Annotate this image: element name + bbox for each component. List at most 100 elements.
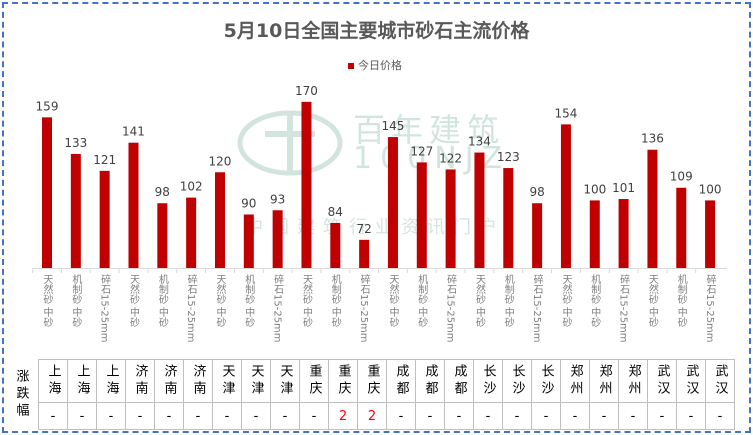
data-label: 127 bbox=[410, 144, 433, 158]
city-cell: 济南 bbox=[125, 359, 155, 403]
change-cell: - bbox=[560, 402, 590, 430]
city-cell: 济南 bbox=[183, 359, 213, 403]
city-cell: 成都 bbox=[444, 359, 474, 403]
category-label: 机制砂 中砂 bbox=[329, 274, 341, 328]
change-cell: - bbox=[212, 402, 242, 430]
data-label: 109 bbox=[670, 170, 693, 184]
city-cell: 上海 bbox=[67, 359, 97, 403]
bar bbox=[387, 137, 398, 268]
change-cell: - bbox=[386, 402, 416, 430]
city-cell: 郑州 bbox=[618, 359, 648, 403]
change-cell: - bbox=[502, 402, 532, 430]
bar bbox=[330, 222, 341, 268]
category-label: 机制砂 中砂 bbox=[415, 274, 427, 328]
change-cell: - bbox=[589, 402, 619, 430]
bar bbox=[676, 187, 687, 268]
data-label: 72 bbox=[356, 222, 371, 236]
bar bbox=[416, 162, 427, 268]
city-cell: 成都 bbox=[386, 359, 416, 403]
change-table: 涨跌幅 上海 上海 上海 济南 济南 济南 天津 天津 天津 重庆 重庆 重庆 成都 成都 成都 长沙 长沙 长沙郑… bbox=[4, 359, 735, 430]
change-cell: - bbox=[270, 402, 300, 430]
data-label: 134 bbox=[468, 135, 491, 149]
legend: 今日价格 bbox=[348, 57, 402, 73]
data-label: 121 bbox=[93, 153, 116, 167]
data-label: 102 bbox=[180, 180, 203, 194]
data-label: 93 bbox=[270, 192, 285, 206]
category-label: 碎石15-25mm bbox=[98, 274, 110, 343]
change-cell: - bbox=[299, 402, 329, 430]
bar bbox=[503, 168, 514, 268]
bar bbox=[647, 149, 658, 268]
city-cell: 成都 bbox=[415, 359, 445, 403]
category-label: 机制砂 中砂 bbox=[588, 274, 600, 328]
change-cell: - bbox=[618, 402, 648, 430]
city-cell: 济南 bbox=[154, 359, 184, 403]
data-label: 98 bbox=[155, 185, 170, 199]
category-label: 机制砂 中砂 bbox=[242, 274, 254, 328]
change-cell: - bbox=[241, 402, 271, 430]
city-cell: 上海 bbox=[96, 359, 126, 403]
bar bbox=[42, 117, 52, 269]
change-cell: - bbox=[154, 402, 184, 430]
bar bbox=[359, 239, 370, 268]
data-label: 154 bbox=[554, 106, 577, 120]
change-cell: - bbox=[183, 402, 213, 430]
bar bbox=[70, 153, 81, 268]
bar bbox=[560, 124, 571, 268]
category-label: 机制砂 中砂 bbox=[69, 274, 81, 328]
category-label: 天然砂 中砂 bbox=[473, 274, 485, 328]
city-cell: 天津 bbox=[270, 359, 300, 403]
change-cell: - bbox=[676, 402, 706, 430]
change-cell: - bbox=[705, 402, 735, 430]
change-cell: - bbox=[473, 402, 503, 430]
bar bbox=[272, 210, 283, 268]
city-cell: 长沙 bbox=[502, 359, 532, 403]
data-label: 90 bbox=[241, 196, 256, 210]
data-label: 141 bbox=[122, 125, 145, 139]
bar bbox=[186, 197, 197, 268]
change-cell: 2 bbox=[328, 402, 358, 430]
change-cell: - bbox=[38, 402, 68, 430]
city-cell: 重庆 bbox=[299, 359, 329, 403]
category-label: 天然砂 中砂 bbox=[646, 274, 658, 328]
legend-label: 今日价格 bbox=[358, 59, 402, 72]
data-label: 170 bbox=[295, 84, 318, 98]
data-label: 159 bbox=[36, 99, 59, 113]
change-cell: - bbox=[96, 402, 126, 430]
change-cell: - bbox=[647, 402, 677, 430]
city-cell: 重庆 bbox=[328, 359, 358, 403]
category-label: 天然砂 中砂 bbox=[127, 274, 139, 328]
category-label: 机制砂 中砂 bbox=[502, 274, 514, 328]
bar bbox=[243, 214, 254, 268]
row-header: 涨跌幅 bbox=[13, 369, 29, 420]
category-label: 天然砂 中砂 bbox=[41, 274, 52, 328]
city-cell: 上海 bbox=[38, 359, 68, 403]
bar bbox=[445, 169, 456, 268]
city-cell: 郑州 bbox=[560, 359, 590, 403]
city-cell: 天津 bbox=[241, 359, 271, 403]
category-label: 碎石15-25mm bbox=[185, 274, 197, 343]
data-label: 136 bbox=[641, 132, 664, 146]
data-label: 133 bbox=[64, 136, 87, 150]
bar bbox=[618, 199, 629, 268]
category-label: 碎石15-25mm bbox=[617, 274, 629, 343]
watermark-text: 百年建筑 bbox=[353, 111, 506, 149]
bar bbox=[128, 142, 139, 268]
category-label: 碎石15-25mm bbox=[704, 274, 716, 343]
category-label: 天然砂 中砂 bbox=[386, 274, 398, 328]
city-cell: 长沙 bbox=[531, 359, 561, 403]
city-cell: 武汉 bbox=[705, 359, 735, 403]
legend-swatch bbox=[348, 63, 354, 69]
data-label: 98 bbox=[529, 185, 544, 199]
city-cell: 长沙 bbox=[473, 359, 503, 403]
city-cell: 郑州 bbox=[589, 359, 619, 403]
category-label: 机制砂 中砂 bbox=[675, 274, 687, 328]
bar bbox=[532, 203, 543, 268]
chart-title: 5月10日全国主要城市砂石主流价格 bbox=[223, 20, 530, 42]
category-label: 天然砂 中砂 bbox=[213, 274, 225, 328]
change-cell: - bbox=[67, 402, 97, 430]
change-cell: - bbox=[444, 402, 474, 430]
data-label: 101 bbox=[612, 181, 635, 195]
